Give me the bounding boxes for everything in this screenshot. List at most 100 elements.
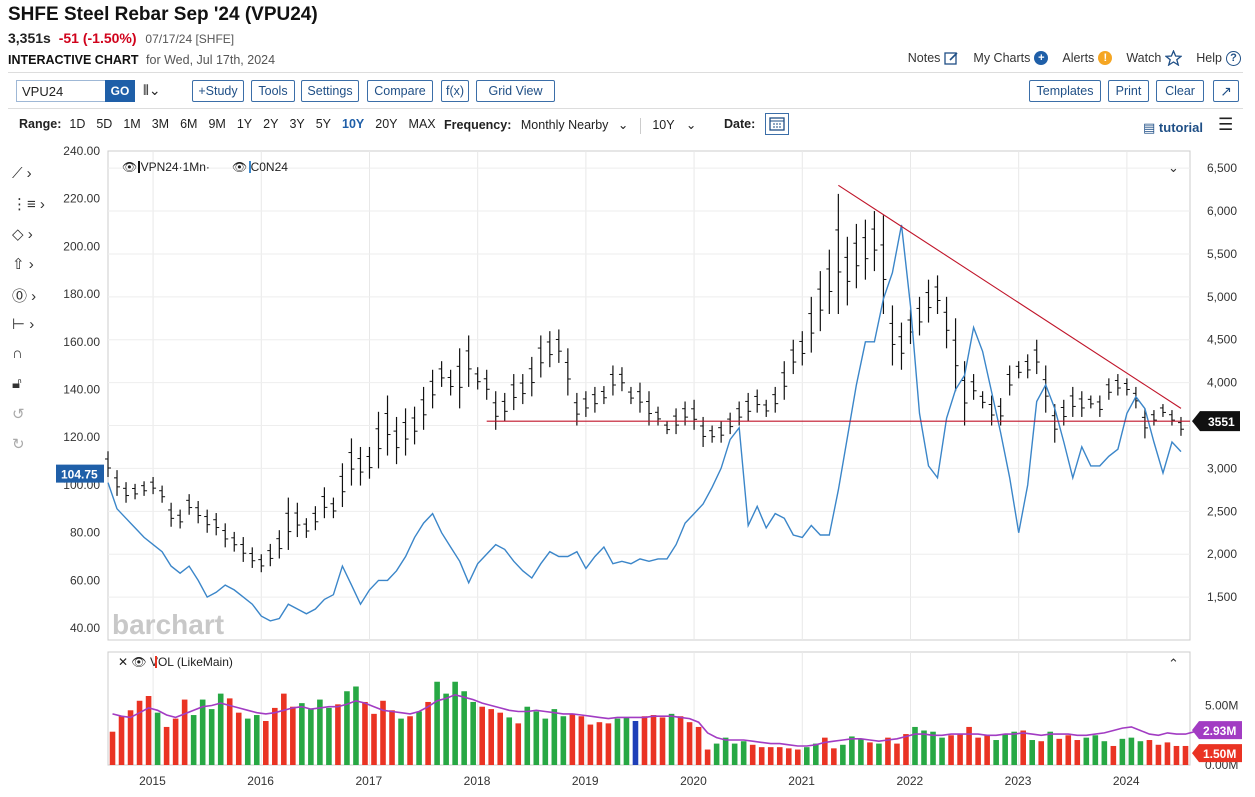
- volume-bar: [614, 718, 621, 765]
- x-tick-label: 2023: [1005, 774, 1032, 788]
- watch-link[interactable]: Watch: [1126, 50, 1183, 66]
- volume-bar: [785, 748, 792, 765]
- volume-bar: [244, 718, 251, 765]
- volume-bar: [641, 716, 648, 765]
- volume-bar: [1011, 731, 1017, 765]
- undo-icon[interactable]: ↺: [12, 406, 25, 423]
- clear-button[interactable]: Clear: [1156, 80, 1204, 102]
- study-button[interactable]: +Study: [192, 80, 244, 102]
- range-1y[interactable]: 1Y: [236, 117, 253, 131]
- range-2y[interactable]: 2Y: [263, 117, 279, 131]
- volume-bar: [118, 716, 125, 765]
- volume-bar: [208, 709, 215, 765]
- volume-bar: [389, 710, 395, 765]
- compare-legend: 👁︎ C0N24: [232, 160, 288, 174]
- volume-bar: [1047, 731, 1054, 765]
- period-select[interactable]: 10Y ⌄: [652, 118, 696, 132]
- menu-icon[interactable]: ☰: [1218, 115, 1234, 134]
- expand-button[interactable]: ↗: [1213, 80, 1239, 102]
- go-button[interactable]: GO: [105, 80, 135, 102]
- left-tick-label: 200.00: [63, 239, 100, 253]
- print-button[interactable]: Print: [1108, 80, 1149, 102]
- range-9m[interactable]: 9M: [208, 117, 226, 131]
- notes-link[interactable]: Notes: [908, 51, 960, 66]
- volume-bar: [371, 713, 377, 765]
- chart-type-icon[interactable]: ⫴⌄: [143, 82, 161, 98]
- x-tick-label: 2019: [572, 774, 599, 788]
- range-5y[interactable]: 5Y: [315, 117, 332, 131]
- volume-bar: [326, 707, 332, 765]
- annotation-tool-icon[interactable]: ⓪ ›: [12, 288, 37, 305]
- range-1m[interactable]: 1M: [123, 117, 141, 131]
- range-10y[interactable]: 10Y: [342, 117, 365, 131]
- volume-marker: 1.50M: [1203, 747, 1236, 761]
- volume-bar: [488, 709, 495, 765]
- right-tick-label: 5,500: [1207, 247, 1237, 261]
- range-max[interactable]: MAX: [408, 117, 436, 131]
- x-tick-label: 2024: [1113, 774, 1140, 788]
- magnet-icon[interactable]: ∩: [12, 345, 23, 362]
- help-link[interactable]: Help ?: [1196, 50, 1241, 66]
- volume-bar: [344, 691, 350, 765]
- range-3y[interactable]: 3Y: [289, 117, 305, 131]
- volume-bar: [1110, 745, 1117, 765]
- range-5d[interactable]: 5D: [96, 117, 113, 131]
- volume-bar: [740, 741, 747, 765]
- tools-button[interactable]: Tools: [251, 80, 295, 102]
- settings-button[interactable]: Settings: [301, 80, 359, 102]
- volume-bar: [749, 744, 756, 765]
- range-20y[interactable]: 20Y: [375, 117, 398, 131]
- volume-bar: [957, 734, 963, 765]
- left-axis-marker-bg: [56, 464, 104, 483]
- volume-bar: [840, 744, 846, 765]
- subtitle-bold: INTERACTIVE CHART: [8, 53, 139, 67]
- period-value: 10Y: [652, 118, 675, 132]
- volume-bar: [515, 723, 522, 765]
- volume-bar: [713, 743, 720, 765]
- volume-marker-bg: [1192, 744, 1242, 763]
- volume-bar: [668, 713, 675, 765]
- frequency-select[interactable]: Monthly Nearby ⌄: [521, 118, 629, 132]
- compare-button[interactable]: Compare: [367, 80, 433, 102]
- subtitle-date: for Wed, Jul 17th, 2024: [146, 53, 276, 67]
- templates-button[interactable]: Templates: [1029, 80, 1101, 102]
- volume-bar: [127, 710, 134, 765]
- volume-bar: [497, 712, 504, 765]
- my-charts-link[interactable]: My Charts +: [973, 51, 1049, 65]
- left-tick-label: 40.00: [70, 621, 100, 635]
- chart-subtitle: INTERACTIVE CHART for Wed, Jul 17th, 202…: [8, 53, 275, 67]
- alerts-link[interactable]: Alerts !: [1062, 51, 1113, 65]
- volume-bar: [758, 747, 765, 765]
- right-axis-marker: 3551: [1208, 415, 1235, 429]
- line-tool-icon[interactable]: ⟋ ›: [12, 165, 32, 182]
- arrow-tool-icon[interactable]: ⇧ ›: [12, 256, 34, 273]
- range-6m[interactable]: 6M: [180, 117, 198, 131]
- volume-bar: [217, 693, 224, 765]
- range-3m[interactable]: 3M: [151, 117, 170, 131]
- grid-view-button[interactable]: Grid View: [476, 80, 555, 102]
- volume-avg-marker-bg: [1192, 721, 1242, 740]
- symbol-input[interactable]: VPU24: [16, 80, 106, 102]
- volume-bar: [136, 700, 143, 765]
- range-1d[interactable]: 1D: [69, 117, 86, 131]
- volume-bar: [659, 717, 666, 765]
- fx-button[interactable]: f(x): [441, 80, 469, 102]
- x-tick-label: 2020: [680, 774, 707, 788]
- fib-tool-icon[interactable]: ⋮≡ ›: [12, 196, 45, 213]
- collapse-chevron-icon: ⌄: [1168, 160, 1179, 175]
- volume-bar: [416, 711, 422, 765]
- lock-icon[interactable]: 🔓︎: [12, 375, 22, 392]
- measure-tool-icon[interactable]: ⊢ ›: [12, 316, 35, 333]
- volume-bar: [623, 717, 630, 765]
- my-charts-label: My Charts: [973, 51, 1031, 65]
- tutorial-link[interactable]: ▤ tutorial: [1143, 120, 1203, 136]
- redo-icon[interactable]: ↻: [12, 436, 25, 453]
- volume-bar: [731, 743, 738, 765]
- calendar-button[interactable]: [765, 113, 789, 135]
- volume-bar: [262, 720, 269, 765]
- shape-tool-icon[interactable]: ◇ ›: [12, 226, 33, 243]
- volume-bar: [912, 726, 918, 765]
- volume-bar: [533, 711, 540, 765]
- volume-bar: [677, 716, 684, 765]
